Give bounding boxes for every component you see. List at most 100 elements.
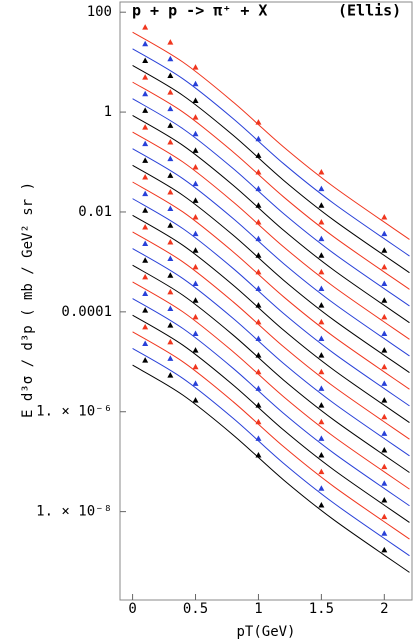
data-point bbox=[167, 288, 174, 295]
data-point bbox=[318, 418, 325, 425]
data-point bbox=[192, 297, 199, 303]
data-point bbox=[255, 252, 262, 258]
data-point bbox=[318, 285, 325, 292]
data-point bbox=[192, 363, 199, 370]
data-point bbox=[192, 330, 199, 336]
data-point bbox=[255, 352, 262, 358]
data-point bbox=[192, 164, 199, 170]
data-point bbox=[255, 285, 262, 292]
data-point bbox=[381, 280, 388, 287]
data-point bbox=[192, 230, 199, 237]
data-point bbox=[255, 218, 262, 225]
data-point bbox=[381, 213, 388, 220]
y-tick-label: 1 bbox=[104, 104, 112, 120]
data-point bbox=[192, 347, 199, 353]
data-point bbox=[167, 205, 174, 212]
data-point bbox=[255, 368, 262, 375]
data-point bbox=[318, 335, 325, 341]
data-point bbox=[381, 263, 388, 270]
data-point bbox=[255, 318, 262, 325]
data-point bbox=[142, 307, 149, 313]
data-point bbox=[381, 363, 388, 370]
data-point bbox=[167, 89, 174, 95]
data-point bbox=[192, 247, 199, 253]
data-point bbox=[192, 147, 199, 153]
data-point bbox=[142, 223, 149, 230]
data-point bbox=[167, 72, 174, 78]
data-point bbox=[318, 235, 325, 242]
data-point bbox=[318, 468, 325, 475]
data-point bbox=[142, 257, 149, 263]
fit-curve bbox=[132, 331, 410, 540]
data-point bbox=[167, 238, 174, 245]
plot-frame bbox=[119, 1, 413, 601]
data-point bbox=[381, 413, 388, 420]
fit-curve bbox=[132, 48, 410, 257]
chart-subtitle: (Ellis) bbox=[338, 2, 401, 20]
data-point bbox=[142, 340, 149, 346]
data-point bbox=[381, 546, 388, 553]
x-tick-label: 0 bbox=[128, 601, 136, 617]
data-point bbox=[255, 169, 262, 175]
data-point bbox=[167, 155, 174, 162]
data-point bbox=[142, 323, 149, 330]
x-tick-label: 0.5 bbox=[183, 601, 208, 617]
data-point bbox=[318, 302, 325, 308]
data-point bbox=[142, 40, 149, 47]
data-point bbox=[192, 397, 199, 403]
data-point bbox=[142, 140, 149, 147]
data-point bbox=[255, 302, 262, 308]
data-point bbox=[381, 496, 388, 503]
data-point bbox=[167, 139, 174, 145]
fit-curve bbox=[132, 281, 410, 490]
y-tick-label: 0.01 bbox=[78, 204, 112, 220]
data-point bbox=[381, 397, 388, 403]
fit-curve bbox=[132, 81, 410, 290]
y-tick-label: 0.0001 bbox=[61, 304, 112, 320]
data-point bbox=[142, 107, 149, 113]
data-point bbox=[167, 39, 174, 45]
x-tick-label: 1 bbox=[254, 601, 262, 617]
data-point bbox=[318, 268, 325, 275]
data-point bbox=[192, 380, 199, 386]
data-point bbox=[167, 105, 174, 112]
data-point bbox=[167, 189, 174, 195]
data-point bbox=[142, 290, 149, 297]
data-point bbox=[318, 368, 325, 375]
data-point bbox=[255, 435, 262, 441]
fit-curve bbox=[132, 214, 410, 423]
data-point bbox=[142, 190, 149, 197]
data-point bbox=[192, 114, 199, 120]
fit-curve bbox=[132, 198, 410, 407]
data-point bbox=[167, 122, 174, 128]
y-tick-label: 1. × 10⁻⁸ bbox=[36, 504, 112, 520]
data-point bbox=[192, 64, 199, 70]
fit-curve bbox=[132, 248, 410, 457]
data-point bbox=[381, 247, 388, 253]
data-point bbox=[318, 169, 325, 175]
data-point bbox=[318, 218, 325, 225]
data-point bbox=[318, 435, 325, 441]
x-axis-label: pT(GeV) bbox=[236, 624, 295, 640]
data-point bbox=[381, 347, 388, 353]
data-point bbox=[142, 240, 149, 247]
data-point bbox=[192, 130, 199, 137]
data-point bbox=[255, 235, 262, 242]
y-tick-label: 1. × 10⁻⁶ bbox=[36, 404, 112, 420]
data-point bbox=[167, 255, 174, 262]
data-point bbox=[167, 338, 174, 345]
data-point bbox=[381, 480, 388, 486]
data-point bbox=[318, 185, 325, 192]
data-point bbox=[381, 330, 388, 336]
data-point bbox=[167, 322, 174, 328]
data-point bbox=[318, 485, 325, 491]
fit-curve bbox=[132, 181, 410, 390]
data-point bbox=[167, 355, 174, 361]
y-tick-label: 100 bbox=[87, 4, 112, 20]
data-point bbox=[192, 80, 199, 87]
fit-curve bbox=[132, 314, 410, 523]
fit-curve bbox=[132, 114, 410, 324]
fit-curve bbox=[132, 148, 410, 357]
data-point bbox=[142, 124, 149, 130]
chart-title: p + p -> π⁺ + X bbox=[132, 2, 267, 20]
